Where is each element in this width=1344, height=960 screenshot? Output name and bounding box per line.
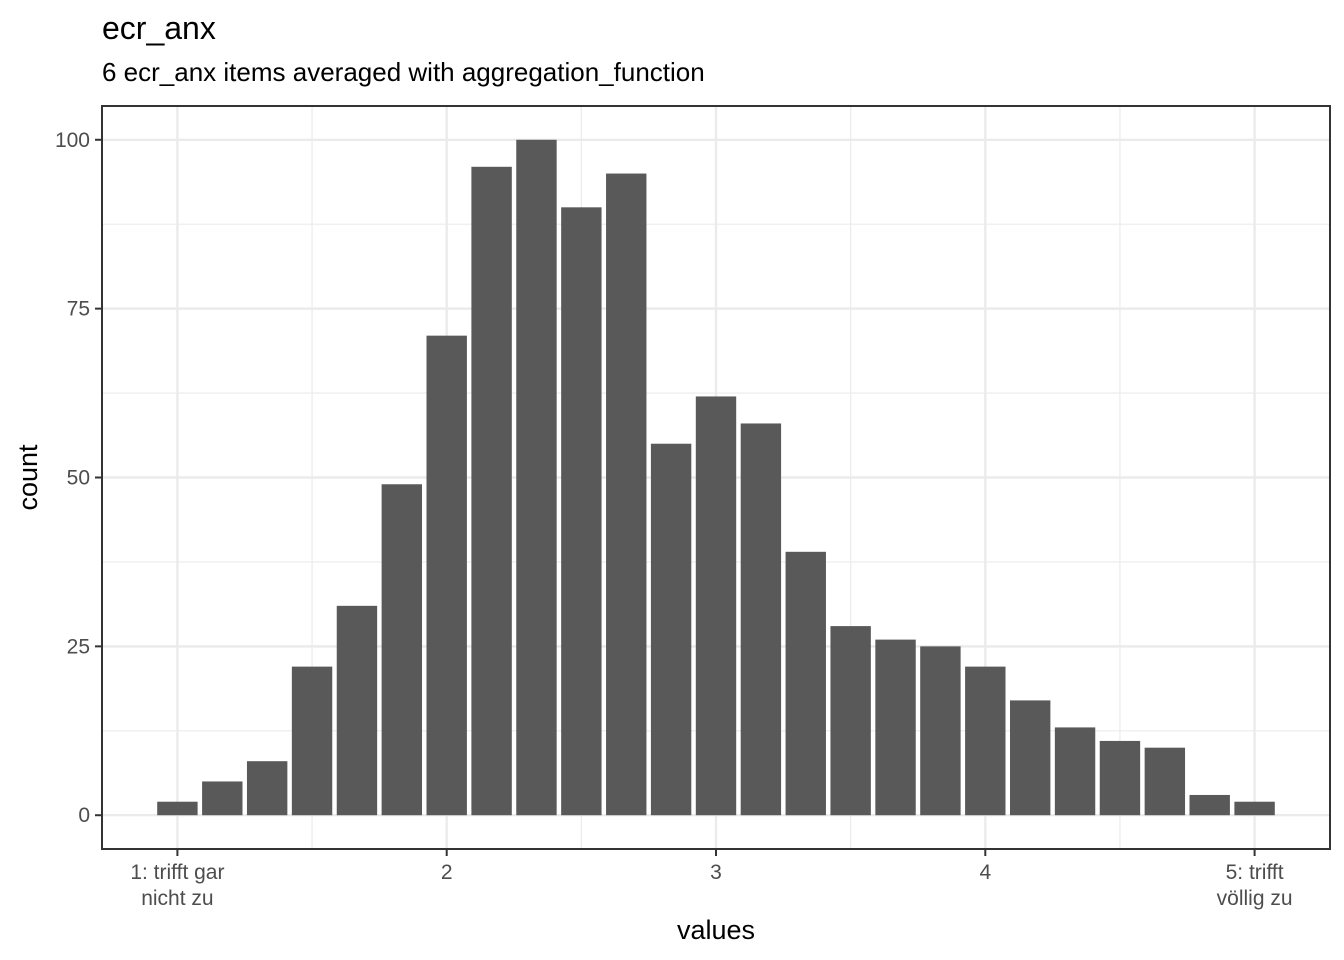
histogram-bar: [246, 761, 288, 816]
histogram-bar: [1054, 727, 1096, 816]
y-tick-label: 0: [78, 804, 90, 827]
histogram-bar: [606, 173, 647, 816]
x-axis-title: values: [677, 915, 755, 945]
y-tick-label: 100: [55, 129, 90, 152]
chart-title: ecr_anx: [102, 10, 216, 46]
histogram-bar: [650, 443, 692, 816]
histogram-bar: [1234, 801, 1275, 816]
x-tick-label: 3: [710, 861, 722, 884]
histogram-bar: [516, 139, 557, 816]
histogram-bar: [291, 666, 333, 816]
y-tick-label: 75: [67, 298, 90, 321]
histogram-bar: [426, 335, 467, 816]
histogram-bar: [561, 207, 602, 816]
histogram-bar: [471, 166, 512, 816]
axes-layer: 0 25 50 75 100 1: trifft gar nicht zu 2 3 4 5: tri…: [55, 129, 1293, 910]
histogram-bar: [695, 396, 737, 816]
histogram-bar: [1189, 794, 1230, 816]
y-tick-label: 50: [67, 467, 90, 490]
x-tick-label: 1: trifft gar nicht zu: [130, 861, 224, 910]
histogram-bar: [740, 423, 782, 816]
x-tick-label: 2: [441, 861, 453, 884]
histogram-bar: [1009, 700, 1051, 816]
histogram-bar: [875, 639, 916, 816]
y-axis-title: count: [13, 444, 43, 511]
histogram-bar: [381, 484, 423, 816]
histogram-bar: [202, 781, 243, 816]
histogram-bar: [1099, 740, 1141, 816]
histogram-bar: [785, 551, 826, 816]
histogram-bar: [830, 626, 871, 816]
chart-subtitle: 6 ecr_anx items averaged with aggregatio…: [102, 57, 705, 87]
histogram-bar: [1144, 747, 1186, 816]
x-tick-label: 5: trifft völlig zu: [1217, 861, 1293, 910]
y-tick-label: 25: [67, 635, 90, 658]
histogram-bar: [157, 801, 198, 816]
x-tick-label: 4: [979, 861, 991, 884]
histogram-bar: [920, 646, 961, 816]
bars-layer: [157, 139, 1275, 816]
histogram-bar: [336, 605, 378, 816]
histogram-bar: [965, 666, 1006, 816]
